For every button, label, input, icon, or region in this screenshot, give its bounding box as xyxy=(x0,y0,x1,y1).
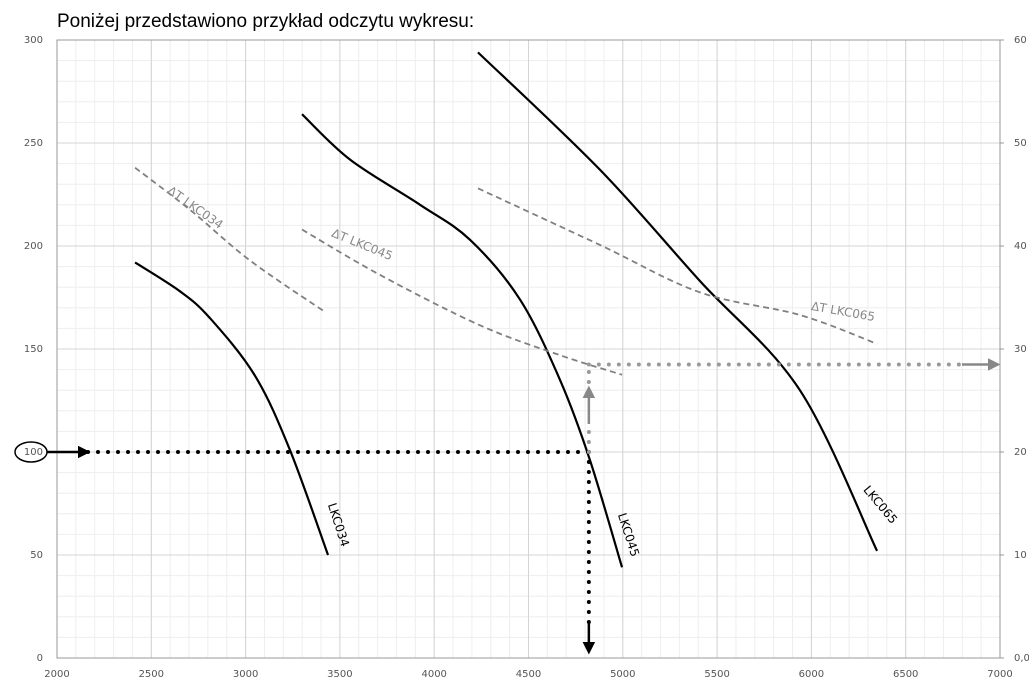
y2-tick-label: 20 xyxy=(1014,447,1027,458)
y-tick-label: 0 xyxy=(37,653,43,664)
series-line xyxy=(477,51,879,552)
series-line xyxy=(134,261,330,556)
series-line xyxy=(477,187,878,345)
x-tick-label: 6000 xyxy=(799,669,824,679)
series-line xyxy=(301,113,624,568)
x-tick-label: 6500 xyxy=(893,669,918,679)
y-tick-label: 200 xyxy=(24,241,43,252)
x-tick-label: 2000 xyxy=(44,669,69,679)
y2-tick-label: 60 xyxy=(1014,35,1027,46)
y-tick-label: 150 xyxy=(24,344,43,355)
series-line xyxy=(134,167,326,313)
x-tick-label: 4000 xyxy=(421,669,446,679)
plot-border xyxy=(56,39,1001,659)
series-label: ΔT LKC034 xyxy=(165,183,226,231)
x-tick-label: 5000 xyxy=(610,669,635,679)
y-tick-label: 300 xyxy=(24,35,43,46)
y-tick-label: 50 xyxy=(30,550,43,561)
series-label: LKC065 xyxy=(860,483,900,527)
series-line xyxy=(301,228,623,376)
y2-tick-label: 0,0 xyxy=(1014,653,1029,664)
y2-tick-label: 10 xyxy=(1014,550,1027,561)
y-tick-label: 100 xyxy=(24,447,43,458)
x-tick-label: 5500 xyxy=(704,669,729,679)
y2-tick-label: 50 xyxy=(1014,138,1027,149)
series-label: ΔT LKC065 xyxy=(810,299,876,324)
y2-tick-label: 30 xyxy=(1014,344,1027,355)
chart-title: Poniżej przedstawiono przykład odczytu w… xyxy=(57,11,474,32)
x-tick-label: 4500 xyxy=(516,669,541,679)
x-tick-label: 3500 xyxy=(327,669,352,679)
x-tick-label: 2500 xyxy=(139,669,164,679)
x-tick-label: 7000 xyxy=(987,669,1012,679)
x-tick-label: 3000 xyxy=(233,669,258,679)
y2-tick-label: 40 xyxy=(1014,241,1027,252)
series-label: LKC034 xyxy=(325,501,352,548)
y-tick-label: 250 xyxy=(24,138,43,149)
